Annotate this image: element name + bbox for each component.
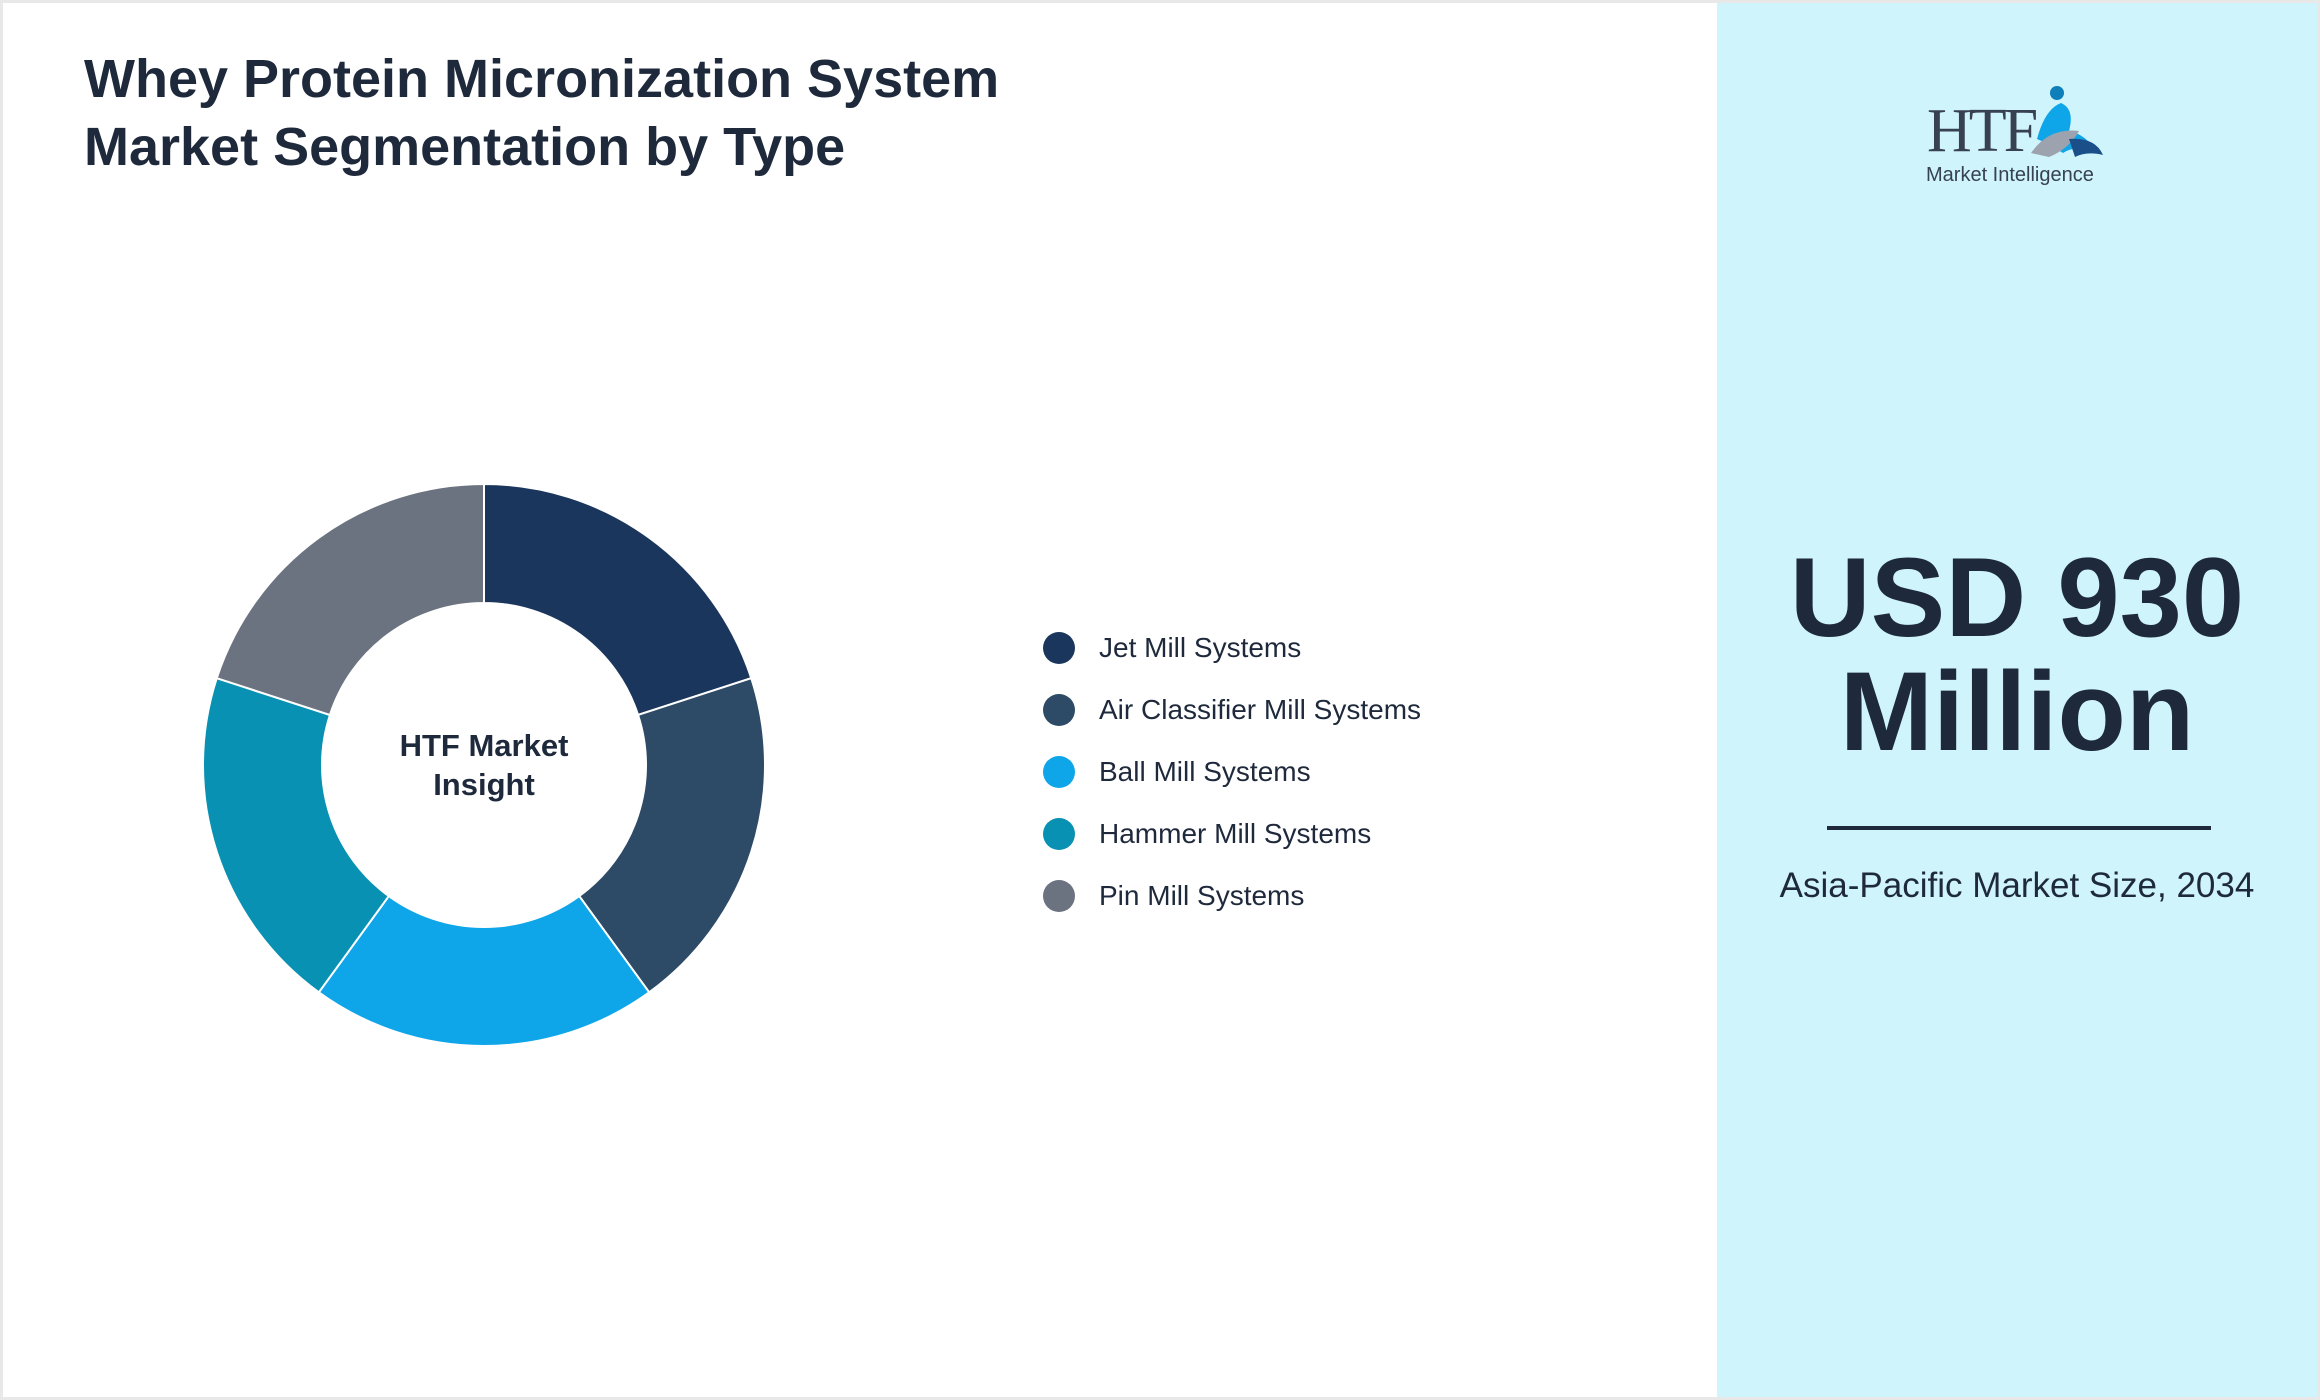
legend-swatch — [1043, 880, 1075, 912]
legend-swatch — [1043, 756, 1075, 788]
logo-swirl-icon — [2031, 130, 2079, 157]
divider — [1827, 826, 2211, 830]
donut-slice-ball-mill-systems — [317, 894, 651, 1048]
donut-slice-air-classifier-mill-systems — [577, 676, 766, 994]
legend-swatch — [1043, 632, 1075, 664]
logo-subtitle: Market Intelligence — [1926, 164, 2094, 186]
legend-swatch — [1043, 694, 1075, 726]
market-size-panel: HTF Market Intelligence USD 930 Million … — [1717, 3, 2317, 1397]
logo-wordmark: HTF — [1927, 97, 2037, 165]
page-title: Whey Protein Micronization System Market… — [84, 49, 1000, 177]
donut-chart: HTF Market Insight — [202, 482, 766, 1048]
legend-label: Jet Mill Systems — [1099, 632, 1302, 663]
market-size-value-line2: Million — [1839, 649, 2195, 774]
legend-label: Pin Mill Systems — [1099, 880, 1305, 911]
logo-wave-icon — [2069, 138, 2103, 157]
infographic-frame: Whey Protein Micronization System Market… — [3, 3, 2317, 1397]
legend-swatch — [1043, 818, 1075, 850]
market-size-value-line1: USD 930 — [1789, 535, 2245, 660]
chart-center-label-line1: HTF Market — [400, 728, 569, 763]
chart-center-label-line2: Insight — [433, 767, 535, 802]
htf-logo: HTF Market Intelligence — [1926, 86, 2103, 186]
legend-label: Air Classifier Mill Systems — [1099, 694, 1422, 725]
legend-label: Ball Mill Systems — [1099, 756, 1311, 787]
market-size-caption: Asia-Pacific Market Size, 2034 — [1779, 866, 2255, 905]
donut-slice-hammer-mill-systems — [202, 676, 391, 994]
logo-figure-head-icon — [2050, 86, 2064, 100]
donut-slice-jet-mill-systems — [483, 482, 753, 717]
donut-slice-pin-mill-systems — [215, 482, 485, 717]
legend-label: Hammer Mill Systems — [1099, 818, 1372, 849]
market-size-value: USD 930 Million — [1717, 541, 2317, 769]
